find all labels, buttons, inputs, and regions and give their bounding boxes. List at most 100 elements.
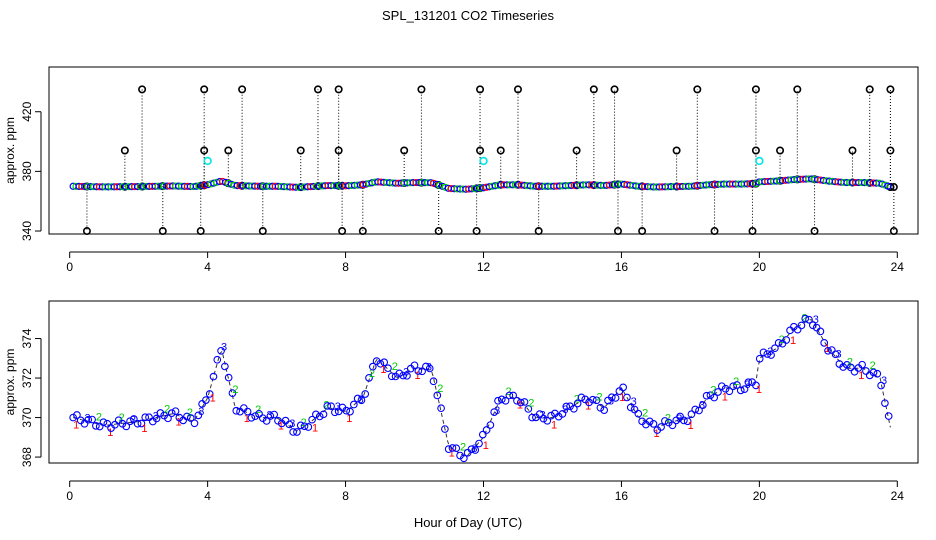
series-point [103, 419, 112, 428]
x-tick-label-1: 20 [753, 260, 767, 274]
series-point [524, 405, 533, 413]
series-label-3: 3 [153, 410, 159, 422]
y-tick-label-2: 368 [20, 447, 34, 467]
series-point [217, 346, 225, 355]
series-point [509, 391, 518, 400]
series-label-2: 2 [870, 360, 876, 372]
series-point [368, 362, 377, 371]
series-point [349, 400, 358, 409]
series-point [232, 406, 241, 415]
series-point [710, 393, 719, 402]
series-label-1: 1 [688, 420, 694, 432]
series-point [228, 389, 237, 397]
series-point [145, 413, 153, 422]
spike-point-high [610, 85, 619, 94]
series-label-1: 1 [312, 423, 318, 435]
series-point [448, 444, 457, 452]
series-point [186, 414, 195, 422]
spike-point-low [748, 227, 757, 236]
spike-point-mid [200, 146, 209, 155]
series-point [342, 406, 351, 415]
series-label-2: 2 [323, 400, 329, 412]
spike-point-high [476, 85, 485, 94]
x-axis-label: Hour of Day (UTC) [413, 515, 523, 530]
series-point [251, 412, 260, 421]
series-point [88, 415, 96, 424]
series-label-3: 3 [881, 375, 887, 387]
spike-point-high [751, 85, 760, 94]
series-point [429, 377, 438, 386]
x-tick-label-2: 20 [753, 489, 767, 503]
x-tick-label-1: 16 [615, 260, 629, 274]
series-point [827, 346, 836, 354]
series-point [744, 378, 753, 387]
spike-point-low [638, 227, 647, 236]
spike-point-low [889, 227, 898, 236]
spike-point-low [472, 227, 481, 236]
series-point [156, 409, 165, 417]
series-point [706, 391, 715, 400]
series-label-1: 1 [346, 413, 352, 425]
series-point [858, 360, 866, 369]
spike-point-low [358, 227, 367, 236]
series-point [205, 390, 214, 398]
spike-point-mid [476, 146, 485, 155]
spike-point-mid [848, 146, 857, 155]
plot-frame-1 [48, 66, 919, 235]
series-label-3: 3 [631, 396, 637, 408]
series-point [657, 423, 665, 431]
spike-point-high [793, 85, 802, 94]
series-label-3: 3 [836, 349, 842, 361]
series-point [843, 360, 851, 369]
series-point [820, 338, 829, 347]
spike-point-high [138, 85, 147, 94]
series-point [482, 426, 491, 434]
series-point [224, 373, 233, 382]
series-label-1: 1 [824, 343, 830, 355]
y-tick-label-1: 340 [20, 221, 34, 241]
y-tick-label-2: 374 [20, 328, 34, 348]
spike-point-low [158, 227, 167, 236]
flagged-point [203, 156, 212, 166]
series-point [752, 381, 760, 390]
series-label-1: 1 [107, 427, 113, 439]
series-label-1: 1 [722, 392, 728, 404]
series-point [171, 407, 180, 416]
series-line [72, 319, 891, 458]
series-point [528, 413, 536, 422]
series-label-1: 1 [414, 370, 420, 382]
x-tick-label-1: 0 [66, 260, 73, 274]
series-point [569, 404, 578, 413]
series-point [717, 382, 726, 391]
series-point [118, 419, 127, 428]
series-label-3: 3 [335, 401, 341, 413]
series-point [520, 398, 529, 406]
series-point [736, 386, 745, 395]
series-label-3: 3 [198, 406, 204, 418]
x-tick-label-1: 12 [477, 260, 491, 274]
series-point [133, 419, 142, 428]
series-label-1: 1 [380, 364, 386, 376]
series-label-3: 3 [267, 410, 273, 422]
spike-point-mid [572, 146, 581, 155]
spike-point-high [417, 85, 426, 94]
series-point [209, 372, 218, 381]
series-point [425, 364, 434, 373]
series-point [702, 391, 711, 400]
series-point [475, 439, 483, 448]
series-point [698, 401, 707, 410]
series-label-3: 3 [699, 400, 705, 412]
series-point [99, 418, 108, 427]
series-point [759, 348, 768, 357]
series-point [831, 350, 840, 359]
series-point [357, 396, 366, 405]
x-tick-label-2: 16 [615, 489, 629, 503]
series-label-3: 3 [608, 395, 614, 407]
series-point [80, 419, 89, 428]
series-point [668, 421, 677, 430]
series-point [361, 390, 370, 398]
series-point [312, 410, 320, 419]
series-point [497, 395, 506, 404]
plot-frame-2 [48, 300, 919, 464]
spike-point-low [613, 227, 622, 236]
